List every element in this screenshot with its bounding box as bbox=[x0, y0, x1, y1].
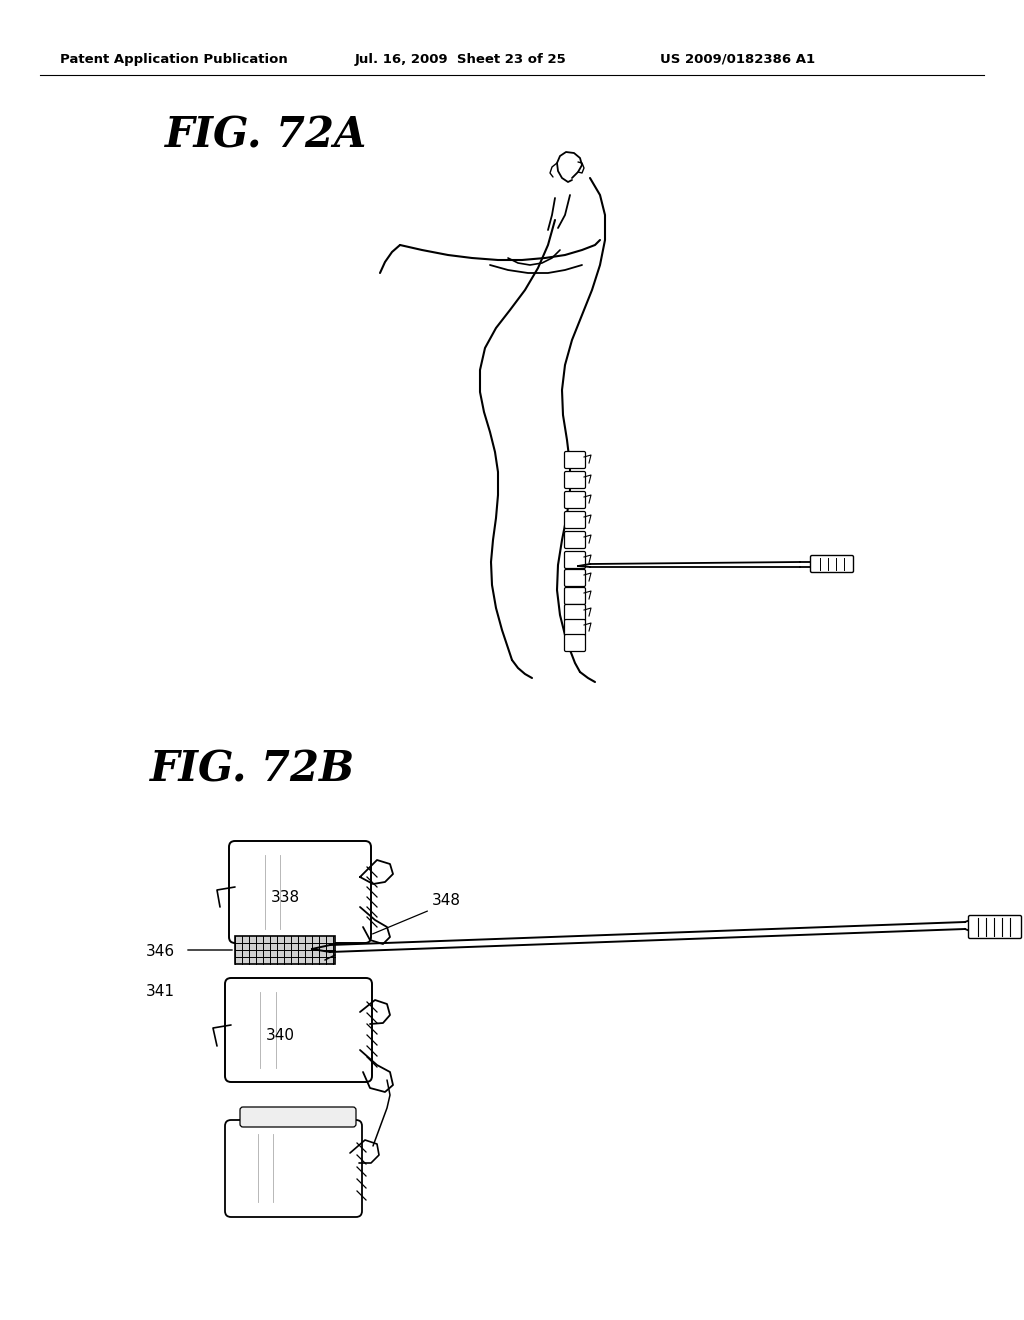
Text: 341: 341 bbox=[146, 985, 175, 999]
Text: 348: 348 bbox=[432, 894, 461, 908]
FancyBboxPatch shape bbox=[811, 556, 853, 573]
Text: 346: 346 bbox=[145, 945, 175, 960]
FancyBboxPatch shape bbox=[564, 587, 586, 605]
FancyBboxPatch shape bbox=[564, 491, 586, 508]
FancyBboxPatch shape bbox=[564, 471, 586, 488]
Text: FIG. 72B: FIG. 72B bbox=[150, 748, 355, 791]
FancyBboxPatch shape bbox=[564, 532, 586, 549]
FancyBboxPatch shape bbox=[564, 569, 586, 586]
FancyBboxPatch shape bbox=[564, 605, 586, 622]
Text: 338: 338 bbox=[270, 890, 300, 904]
FancyBboxPatch shape bbox=[564, 511, 586, 528]
Text: US 2009/0182386 A1: US 2009/0182386 A1 bbox=[660, 53, 815, 66]
FancyBboxPatch shape bbox=[225, 978, 372, 1082]
FancyBboxPatch shape bbox=[564, 451, 586, 469]
Bar bbox=[234, 936, 335, 964]
FancyBboxPatch shape bbox=[240, 1107, 356, 1127]
FancyBboxPatch shape bbox=[564, 619, 586, 636]
FancyBboxPatch shape bbox=[229, 841, 371, 942]
FancyBboxPatch shape bbox=[225, 1119, 362, 1217]
FancyBboxPatch shape bbox=[564, 635, 586, 652]
Text: Patent Application Publication: Patent Application Publication bbox=[60, 53, 288, 66]
Text: FIG. 72A: FIG. 72A bbox=[165, 115, 368, 157]
FancyBboxPatch shape bbox=[969, 916, 1022, 939]
Text: 340: 340 bbox=[265, 1027, 295, 1043]
Text: Jul. 16, 2009  Sheet 23 of 25: Jul. 16, 2009 Sheet 23 of 25 bbox=[355, 53, 566, 66]
FancyBboxPatch shape bbox=[564, 552, 586, 569]
